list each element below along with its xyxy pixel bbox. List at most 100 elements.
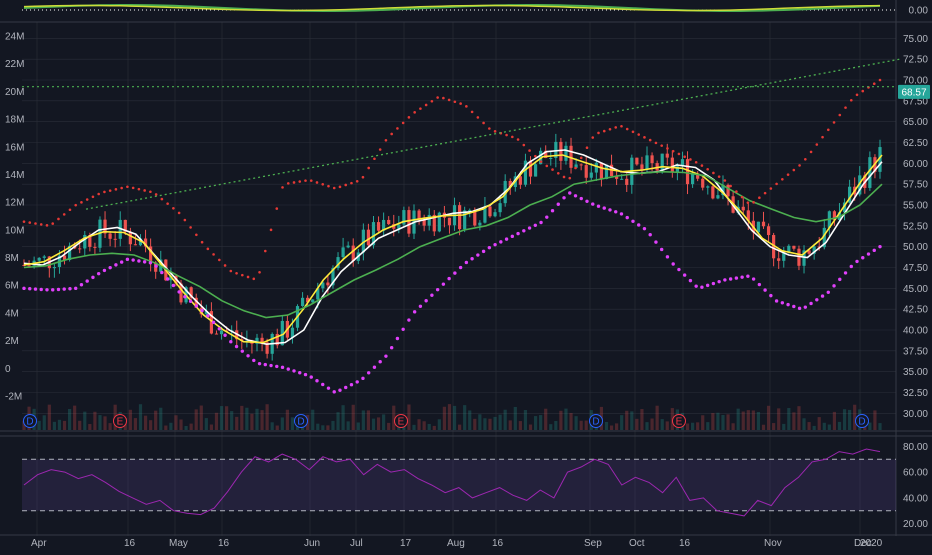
sar-dot: [476, 116, 480, 119]
sar-dot: [493, 242, 497, 247]
sar-dot: [585, 146, 589, 150]
sar-dot: [746, 274, 750, 278]
candle-body: [665, 153, 669, 158]
volume-tick-label: 24M: [5, 32, 24, 43]
volume-bar: [640, 409, 644, 430]
sar-dot: [596, 204, 601, 208]
volume-bar: [812, 425, 816, 430]
candle-body: [549, 157, 553, 159]
sar-dot: [114, 188, 118, 191]
sar-dot: [223, 264, 227, 267]
sar-dot: [872, 82, 876, 85]
volume-bar: [316, 423, 320, 430]
sar-dot: [717, 175, 721, 178]
sar-dot: [91, 195, 95, 199]
price-tick-label: 47.50: [903, 263, 928, 274]
volume-bar: [772, 423, 776, 430]
sar-dot: [80, 201, 83, 204]
volume-bar: [442, 406, 447, 430]
volume-bar: [199, 405, 203, 430]
sar-dot: [711, 281, 716, 286]
sar-dot: [781, 177, 784, 181]
sar-dot: [809, 150, 813, 154]
candle-body: [508, 180, 512, 188]
volume-bar: [630, 411, 634, 430]
volume-bar: [584, 420, 588, 430]
sar-dot: [562, 196, 566, 200]
candle-body: [93, 246, 97, 248]
price-tick-label: 35.00: [903, 367, 928, 378]
sar-dot: [45, 224, 49, 227]
volume-bar: [138, 404, 143, 430]
price-tick-label: 52.50: [903, 221, 928, 232]
sar-dot: [34, 222, 37, 225]
sar-dot: [332, 186, 336, 190]
sar-dot: [74, 286, 78, 291]
sar-dot: [763, 288, 767, 292]
volume-bar: [782, 423, 786, 430]
sar-dot: [309, 179, 313, 182]
sar-dot: [872, 248, 876, 253]
candle-body: [569, 145, 573, 168]
sar-dot: [103, 190, 106, 194]
time-tick-label: Aug: [447, 538, 465, 549]
sar-dot: [780, 301, 785, 305]
candle-body: [787, 245, 791, 253]
drawn-lines[interactable]: [22, 58, 901, 210]
sar-dot: [527, 226, 532, 230]
rsi-tick-label: 20.00: [903, 519, 928, 530]
sar-dot: [195, 233, 198, 237]
sar-dot: [303, 372, 308, 377]
volume-bar: [766, 405, 771, 430]
sar-dot: [757, 282, 762, 287]
sar-dot: [326, 386, 331, 390]
sar-dot: [269, 228, 273, 232]
sar-dot: [373, 157, 376, 161]
last-price-label: 68.57: [901, 87, 926, 98]
volume-bar: [78, 420, 82, 430]
candle-body: [579, 164, 583, 166]
volume-bar: [452, 405, 457, 430]
event-marker-label: D: [592, 417, 599, 428]
sar-dot: [815, 298, 819, 302]
sar-dot: [735, 190, 738, 193]
last-price-tag: [898, 84, 930, 99]
sar-dot: [424, 103, 428, 107]
sar-dot: [838, 113, 842, 117]
volume-tick-label: 16M: [5, 142, 24, 153]
sar-dot: [511, 135, 514, 139]
sar-dot: [574, 166, 577, 170]
volume-bar: [422, 421, 426, 430]
volume-bar: [235, 416, 239, 430]
candle-body: [382, 219, 386, 231]
sar-dot: [62, 287, 66, 291]
sar-dot: [407, 116, 411, 119]
volume-bar: [265, 404, 269, 430]
volume-bar: [392, 405, 396, 430]
sar-dot: [550, 209, 555, 213]
sar-dot: [786, 173, 790, 176]
dividend-marker: [294, 414, 308, 428]
sar-dot: [401, 121, 405, 125]
candle-body: [640, 164, 644, 170]
volume-bar: [250, 413, 254, 430]
sar-dot: [275, 207, 279, 210]
sar-dot: [131, 186, 135, 190]
sar-dot: [33, 287, 38, 291]
candle-body: [402, 210, 406, 225]
candle-body: [341, 247, 345, 258]
sar-dot: [206, 314, 210, 318]
sar-dot: [528, 149, 531, 152]
volume-bar: [807, 422, 811, 430]
sar-dot: [665, 255, 670, 259]
candle-body: [680, 159, 685, 167]
sar-dot: [447, 276, 451, 281]
time-tick-label: 16: [124, 538, 136, 549]
sar-dot: [28, 287, 32, 291]
sar-dot: [464, 260, 469, 265]
sar-dot: [493, 130, 497, 133]
volume-bar: [366, 410, 371, 430]
